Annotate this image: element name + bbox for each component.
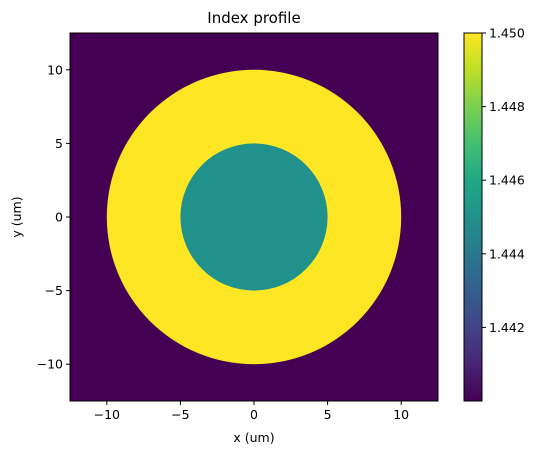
y-tick-label: 0	[55, 210, 63, 225]
colorbar-tick-label: 1.450	[489, 26, 525, 41]
x-tick-label: −5	[171, 407, 189, 422]
y-tick-label: 5	[55, 136, 63, 151]
y-tick-label: −5	[45, 283, 63, 298]
colorbar-tick-label: 1.446	[489, 173, 525, 188]
y-tick-label: −10	[37, 357, 63, 372]
y-tick-label: 10	[47, 62, 63, 77]
colorbar-tick-label: 1.442	[489, 320, 525, 335]
core-region	[180, 143, 328, 291]
y-axis: −10 −5 0 5 10	[37, 62, 70, 372]
colorbar: 1.442 1.444 1.446 1.448 1.450	[463, 26, 525, 402]
colorbar-gradient	[463, 32, 483, 402]
x-tick-label: 0	[250, 407, 258, 422]
plot-area	[70, 33, 438, 401]
x-tick-label: 5	[324, 407, 332, 422]
x-tick-label: 10	[393, 407, 409, 422]
x-axis: −10 −5 0 5 10	[94, 401, 409, 422]
x-tick-label: −10	[94, 407, 120, 422]
colorbar-tick-label: 1.448	[489, 99, 525, 114]
y-axis-label: y (um)	[9, 196, 24, 237]
x-axis-label: x (um)	[233, 430, 274, 445]
colorbar-ticks: 1.442 1.444 1.446 1.448 1.450	[482, 26, 525, 335]
chart-title: Index profile	[207, 9, 300, 27]
colorbar-tick-label: 1.444	[489, 246, 525, 261]
